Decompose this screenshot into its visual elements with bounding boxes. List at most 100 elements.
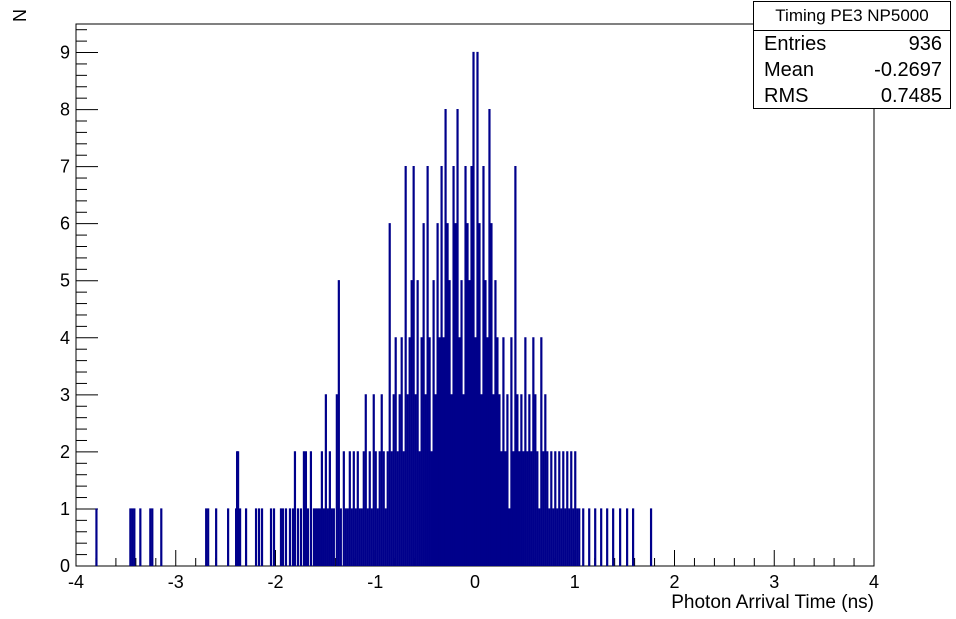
histogram-bar bbox=[342, 451, 345, 566]
histogram-bar bbox=[626, 508, 629, 566]
histogram-bar bbox=[440, 166, 443, 566]
histogram-bar bbox=[384, 508, 387, 566]
histogram-bar bbox=[398, 394, 401, 566]
histogram-bar bbox=[520, 394, 523, 566]
histogram-bar bbox=[554, 451, 557, 566]
histogram-bar bbox=[402, 451, 405, 566]
histogram-bar bbox=[151, 508, 154, 566]
histogram-bar bbox=[354, 508, 357, 566]
y-tick-label: 4 bbox=[60, 328, 70, 348]
histogram-bar bbox=[454, 223, 457, 566]
histogram-bar bbox=[540, 337, 543, 566]
y-tick-label: 2 bbox=[60, 442, 70, 462]
histogram-bar bbox=[414, 394, 417, 566]
histogram-bar bbox=[416, 280, 419, 566]
histogram-bar bbox=[456, 108, 459, 566]
histogram-bar bbox=[452, 166, 455, 566]
histogram-bar bbox=[149, 508, 152, 566]
histogram-bar bbox=[582, 508, 585, 566]
histogram-bar bbox=[578, 508, 581, 566]
histogram-bar bbox=[544, 394, 547, 566]
histogram-bar bbox=[95, 508, 98, 566]
histogram-bar bbox=[446, 223, 449, 566]
histogram-bar bbox=[339, 508, 342, 566]
histogram-bar bbox=[215, 508, 218, 566]
histogram-bar bbox=[358, 508, 361, 566]
histogram-bar bbox=[368, 451, 371, 566]
histogram-bar bbox=[364, 394, 367, 566]
y-tick-label: 8 bbox=[60, 100, 70, 120]
y-tick-label: 7 bbox=[60, 157, 70, 177]
histogram-bar bbox=[227, 508, 230, 566]
histogram-bar bbox=[510, 337, 513, 566]
histogram-bar bbox=[508, 508, 511, 566]
histogram-bar bbox=[428, 337, 431, 566]
histogram-bar bbox=[392, 394, 395, 566]
histogram-bar bbox=[552, 508, 555, 566]
histogram-bar bbox=[426, 166, 429, 566]
histogram-bar bbox=[324, 394, 327, 566]
histogram-bar bbox=[448, 280, 451, 566]
histogram-bar bbox=[550, 451, 553, 566]
histogram-bar bbox=[438, 337, 441, 566]
histogram-bar bbox=[269, 508, 273, 566]
histogram-bar bbox=[488, 108, 491, 566]
histogram-bar bbox=[436, 223, 439, 566]
x-tick-label: -2 bbox=[267, 572, 283, 592]
histogram-bar bbox=[432, 280, 435, 566]
x-tick-label: 2 bbox=[669, 572, 679, 592]
histogram-bar bbox=[279, 508, 283, 566]
histogram-bar bbox=[450, 394, 453, 566]
histogram-bar bbox=[524, 337, 527, 566]
histogram-bar bbox=[330, 508, 333, 566]
histogram-bar bbox=[362, 451, 365, 566]
histogram-bar bbox=[498, 394, 501, 566]
histogram-bar bbox=[458, 337, 461, 566]
y-tick-label: 6 bbox=[60, 214, 70, 234]
histogram-bar bbox=[420, 337, 423, 566]
histogram-bar bbox=[588, 508, 591, 566]
histogram-bar bbox=[512, 451, 515, 566]
histogram-bar bbox=[576, 508, 579, 566]
histogram-bar bbox=[257, 508, 261, 566]
histogram-bar bbox=[558, 451, 561, 566]
histogram-bar bbox=[376, 508, 379, 566]
histogram-bar bbox=[619, 508, 622, 566]
histogram-bar bbox=[346, 508, 349, 566]
histogram-bar bbox=[494, 280, 497, 566]
y-tick-label: 3 bbox=[60, 385, 70, 405]
histogram-bar bbox=[490, 223, 493, 566]
histogram-bar bbox=[472, 51, 475, 566]
histogram-bar bbox=[372, 394, 375, 566]
histogram-bar bbox=[320, 451, 323, 566]
histogram-bar bbox=[332, 508, 335, 566]
histogram-bar bbox=[556, 508, 559, 566]
x-tick-label: 3 bbox=[769, 572, 779, 592]
histogram-bar bbox=[486, 337, 489, 566]
y-tick-label: 1 bbox=[60, 499, 70, 519]
histogram-bar bbox=[546, 451, 549, 566]
histogram-bar bbox=[133, 508, 136, 566]
histogram-bar bbox=[312, 508, 316, 566]
stats-value: 936 bbox=[908, 33, 942, 55]
histogram-bar bbox=[649, 508, 653, 566]
histogram-bar bbox=[516, 394, 519, 566]
histogram-bar bbox=[400, 337, 403, 566]
histogram-bar bbox=[570, 451, 573, 566]
x-tick-label: 0 bbox=[470, 572, 480, 592]
histogram-bar bbox=[291, 508, 295, 566]
histogram-bar bbox=[406, 394, 409, 566]
stats-row-rms: RMS 0.7485 bbox=[754, 83, 950, 109]
histogram-bar bbox=[288, 508, 292, 566]
histogram-bar bbox=[390, 451, 393, 566]
histogram-bar bbox=[504, 451, 507, 566]
histogram-bar bbox=[464, 166, 467, 566]
histogram-bar bbox=[444, 108, 447, 566]
histogram-bar bbox=[316, 508, 319, 566]
stats-row-entries: Entries 936 bbox=[754, 31, 950, 57]
histogram-bar bbox=[296, 508, 300, 566]
histogram-bar bbox=[468, 280, 471, 566]
histogram-bar bbox=[492, 394, 495, 566]
histogram-bar bbox=[281, 508, 285, 566]
histogram-bar bbox=[430, 451, 433, 566]
